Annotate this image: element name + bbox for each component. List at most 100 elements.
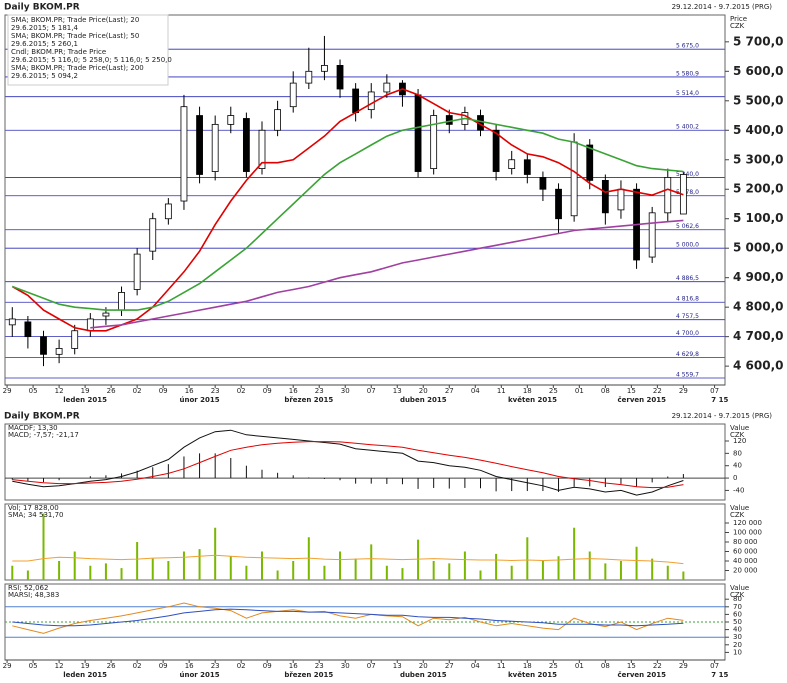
candle-body (321, 65, 328, 72)
y-tick-label: 100 000 (733, 529, 762, 537)
x-tick-label: 04 (471, 662, 480, 670)
candle-body (414, 94, 422, 172)
y-tick-label: 120 000 (733, 519, 762, 527)
x-tick-label: 12 (55, 662, 64, 670)
candle-body (289, 82, 297, 108)
x-tick-label: 07 (710, 387, 719, 395)
level-label: 4 629,8 (676, 351, 699, 358)
volume-bar (198, 549, 201, 580)
level-label: 4 700,0 (676, 330, 699, 337)
volume-bar (370, 544, 373, 580)
month-label: 7 15 (711, 671, 728, 679)
y-tick-label: 60 (733, 610, 742, 618)
volume-bar (557, 556, 560, 580)
volume-bar (104, 563, 107, 580)
volume-bar (260, 551, 263, 580)
x-tick-label: 09 (263, 662, 272, 670)
x-tick-label: 22 (653, 662, 662, 670)
x-tick-label: 07 (367, 662, 376, 670)
candle-body (523, 159, 531, 175)
legend-box (7, 14, 169, 86)
volume-bar (323, 565, 326, 580)
volume-bar (73, 551, 76, 580)
candle-body (586, 144, 594, 181)
volume-bar (573, 527, 576, 580)
x-tick-label: 30 (341, 662, 350, 670)
x-tick-label: 20 (419, 387, 428, 395)
y-axis-label: Price (730, 15, 747, 23)
candle-body (430, 115, 438, 170)
candle-body (570, 141, 578, 217)
volume-bar (495, 553, 498, 580)
y-tick-label: 40 (733, 626, 742, 634)
y-tick-label: -40 (733, 486, 744, 494)
volume-bar (463, 551, 466, 580)
y-axis-unit: CZK (730, 591, 745, 599)
level-label: 5 000,0 (676, 242, 699, 249)
x-tick-label: 07 (367, 387, 376, 395)
volume-bar (604, 563, 607, 580)
month-label: 7 15 (711, 396, 728, 404)
x-tick-label: 01 (575, 387, 584, 395)
y-axis-unit: CZK (730, 22, 745, 30)
y-axis-label: Value (730, 504, 749, 512)
y-tick-label: 30 (733, 633, 742, 641)
y-tick-label: 5 700,0 (733, 34, 783, 48)
candle-body (133, 253, 141, 290)
candle-body (555, 188, 562, 220)
volume-bar (120, 568, 123, 580)
volume-bar (26, 570, 29, 580)
candle-body (71, 330, 79, 349)
chart-title: Daily BKOM.PR (4, 412, 80, 422)
candle-body (86, 318, 94, 332)
y-tick-label: 0 (733, 474, 737, 482)
y-tick-label: 4 800,0 (733, 300, 783, 314)
month-label: březen 2015 (284, 671, 333, 679)
x-tick-label: 29 (679, 387, 688, 395)
legend-entry: SMA; BKOM.PR; Trade Price(Last); 50 (11, 32, 139, 40)
volume-bar (11, 565, 14, 580)
legend-value: 29.6.2015; 5 094,2 (11, 72, 78, 80)
candle-body (367, 91, 375, 111)
series-line (12, 602, 684, 634)
x-tick-label: 01 (575, 662, 584, 670)
candle-body (242, 118, 250, 172)
month-label: únor 2015 (179, 396, 219, 404)
volume-bar (354, 558, 357, 580)
x-tick-label: 25 (549, 662, 558, 670)
candle-body (227, 115, 235, 125)
volume-bar (245, 565, 248, 580)
volume-bar (510, 565, 513, 580)
y-tick-label: 5 300,0 (733, 152, 783, 166)
x-tick-label: 19 (81, 387, 90, 395)
volume-bar (619, 561, 622, 580)
volume-bar (276, 570, 279, 580)
x-tick-label: 05 (29, 387, 38, 395)
level-label: 5 514,0 (676, 90, 699, 97)
x-tick-label: 02 (133, 662, 142, 670)
month-label: duben 2015 (400, 396, 447, 404)
x-tick-label: 29 (3, 662, 12, 670)
x-tick-label: 13 (393, 662, 402, 670)
series-line (12, 608, 684, 627)
x-tick-label: 04 (471, 387, 480, 395)
y-tick-label: 5 000,0 (733, 241, 783, 255)
candle-body (664, 177, 672, 214)
y-tick-label: 10 (733, 648, 742, 656)
candle-body (164, 203, 172, 220)
y-tick-label: 5 400,0 (733, 123, 783, 137)
x-tick-label: 08 (601, 662, 610, 670)
series-line (12, 441, 684, 489)
level-label: 5 675,0 (676, 43, 699, 50)
x-tick-label: 26 (107, 387, 116, 395)
volume-bar (479, 570, 482, 580)
x-tick-label: 29 (679, 662, 688, 670)
x-tick-label: 23 (211, 662, 220, 670)
series-line (12, 554, 684, 565)
panel-legend: MACD; -7,57; -21,17 (8, 431, 79, 439)
candle-body (539, 177, 547, 190)
x-tick-label: 15 (627, 662, 636, 670)
x-tick-label: 18 (523, 387, 532, 395)
